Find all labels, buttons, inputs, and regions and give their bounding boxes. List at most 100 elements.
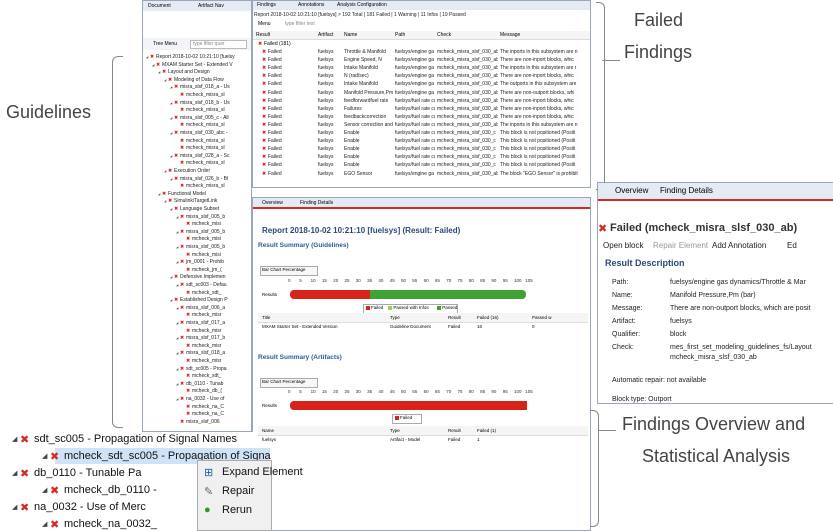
- tree-item[interactable]: misra_slsf_006_a: [186, 304, 226, 311]
- tab[interactable]: Annotations: [298, 2, 325, 8]
- cell[interactable]: Failed: [268, 97, 282, 104]
- tab[interactable]: Overview: [262, 200, 283, 206]
- cell[interactable]: Failed: [268, 89, 282, 96]
- tree-item[interactable]: misra_slsf_005_b: [186, 228, 226, 235]
- tree-item[interactable]: misra_slsf_018_a - Us: [180, 84, 230, 91]
- cell[interactable]: Failed: [268, 81, 282, 88]
- tree-item[interactable]: mcheck_misra_sl: [186, 183, 225, 190]
- column-header[interactable]: Title: [262, 315, 271, 320]
- tree-item[interactable]: Established Design P: [180, 297, 228, 304]
- tree-item[interactable]: jm_0001 - Prohib: [186, 259, 225, 266]
- cell[interactable]: Failed: [268, 170, 282, 177]
- menu-item[interactable]: Rerun: [222, 504, 252, 516]
- tree-item[interactable]: Execution Order: [174, 168, 211, 174]
- tree-item[interactable]: mcheck_jm_(: [192, 266, 222, 273]
- tree-item[interactable]: misra_slsf_026_b - Bl: [180, 175, 229, 182]
- dropdown[interactable]: Bar Chart Percentage: [262, 267, 306, 272]
- tree-item[interactable]: db_0110 - Tunable Pa: [34, 467, 142, 479]
- tree-item[interactable]: mcheck_db_0110 -: [64, 484, 157, 496]
- column-header[interactable]: Failed (16): [477, 315, 499, 320]
- tree-item[interactable]: misra_slsf_017_b: [186, 335, 226, 342]
- tree-item[interactable]: mcheck_misi: [192, 221, 221, 228]
- section-heading[interactable]: Result Summary (Artifacts): [258, 354, 342, 361]
- tree-item[interactable]: MXAM Starter Set - Extended V: [162, 61, 233, 68]
- tree-item[interactable]: Report 2018-10-02 10:21:10 [fuelsy: [156, 54, 235, 60]
- tree-item[interactable]: mcheck_misr: [192, 342, 222, 349]
- tree-item[interactable]: sdt_sc005 - Propagation of Signal Names: [34, 433, 238, 445]
- tree-item[interactable]: mcheck_misi: [192, 251, 221, 258]
- toolbar-button[interactable]: Open block: [603, 241, 644, 250]
- tree-item[interactable]: misra_slsf_028_a - Sc: [180, 152, 230, 159]
- tree-item[interactable]: mcheck_db_(: [192, 388, 223, 395]
- column-header[interactable]: Check: [437, 32, 452, 38]
- column-header[interactable]: Result: [256, 32, 271, 38]
- menu-item[interactable]: Expand Element: [222, 466, 303, 478]
- tree-item[interactable]: na_0032 - Use of: [186, 396, 225, 402]
- cell[interactable]: Failed: [268, 105, 282, 112]
- tree-item[interactable]: misra_slsf_030_abc -: [180, 130, 228, 136]
- tree-item[interactable]: mcheck_misr: [192, 327, 222, 334]
- tree-item[interactable]: mcheck_na_0032_: [64, 518, 157, 530]
- tree-item[interactable]: Modeling of Data Flow: [174, 76, 224, 83]
- tree-item[interactable]: mcheck_sdt_: [192, 289, 222, 296]
- group-row[interactable]: Failed (181): [264, 41, 291, 47]
- tree-item[interactable]: Defensive Implemen: [180, 274, 226, 281]
- tab[interactable]: Overview: [615, 186, 649, 195]
- tab[interactable]: Finding Details: [660, 186, 713, 195]
- tree-item[interactable]: mcheck_misra_sl: [186, 145, 225, 152]
- tree-item[interactable]: sdt_sc005 - Propa: [186, 365, 227, 372]
- cell[interactable]: Failed: [268, 162, 282, 169]
- cell[interactable]: Failed: [268, 49, 282, 55]
- tab[interactable]: Findings: [257, 2, 276, 8]
- tree-item[interactable]: misra_slsf_018_a: [186, 350, 226, 357]
- column-header[interactable]: Failed (1): [477, 428, 497, 433]
- column-header[interactable]: Message: [500, 32, 521, 38]
- cell[interactable]: Failed: [268, 130, 282, 136]
- tree-item[interactable]: Simulink/TargetLink: [174, 198, 218, 205]
- tree-item[interactable]: mcheck_na_C: [192, 411, 224, 418]
- tree-item[interactable]: na_0032 - Use of Merc: [34, 501, 146, 513]
- filter-input[interactable]: type filter quer: [193, 41, 225, 47]
- toolbar-button[interactable]: Repair Element: [653, 241, 709, 250]
- column-header[interactable]: Result: [448, 315, 461, 320]
- tab[interactable]: Document: [148, 3, 171, 9]
- tab[interactable]: Finding Details: [300, 200, 334, 206]
- column-header[interactable]: Name: [262, 428, 275, 433]
- tree-item[interactable]: mcheck_misr: [192, 312, 222, 319]
- tree-item[interactable]: misra_slsf_017_a: [186, 320, 226, 326]
- menu-item[interactable]: Repair: [222, 485, 255, 497]
- tab[interactable]: Artifact Nav: [198, 3, 224, 9]
- column-header[interactable]: Artifact: [318, 32, 334, 38]
- column-header[interactable]: Path: [395, 32, 406, 38]
- tree-item[interactable]: mcheck_misra_sl: [186, 122, 225, 129]
- cell[interactable]: Failed: [268, 65, 282, 72]
- cell[interactable]: Failed: [268, 146, 282, 153]
- tree-item[interactable]: db_0110 - Tunab: [186, 380, 224, 387]
- tree-item[interactable]: misra_slsf_005_b: [186, 244, 226, 250]
- tree-item[interactable]: mcheck_sdt_sc005 - Propagation of Signa: [64, 450, 271, 462]
- filter-input[interactable]: type filter text: [285, 21, 315, 27]
- tree-item[interactable]: mcheck_misra_sl: [186, 92, 225, 98]
- menu-button[interactable]: Tree Menu: [153, 41, 177, 47]
- section-heading[interactable]: Result Description: [605, 258, 685, 268]
- cell[interactable]: Failed: [268, 154, 282, 161]
- tree-item[interactable]: Functional Model: [168, 190, 207, 197]
- tree-item[interactable]: mcheck_misra_sl: [186, 160, 225, 167]
- tree-item[interactable]: misra_slsf_006: [186, 418, 220, 425]
- tree-item[interactable]: Language Subset: [180, 206, 220, 212]
- tree-item[interactable]: mcheck_misr: [192, 358, 222, 364]
- tree-item[interactable]: mcheck_na_C: [192, 403, 224, 410]
- cell[interactable]: Failed: [268, 121, 282, 128]
- column-header[interactable]: Passed w: [532, 315, 552, 320]
- toolbar-button[interactable]: Ed: [787, 241, 797, 250]
- tree-item[interactable]: misra_slsf_005_b: [186, 213, 226, 220]
- column-header[interactable]: Name: [344, 32, 358, 38]
- section-heading[interactable]: Result Summary (Guidelines): [258, 242, 349, 249]
- toolbar-button[interactable]: Add Annotation: [712, 241, 767, 250]
- tree-item[interactable]: misra_slsf_005_c - All: [180, 114, 229, 121]
- tab[interactable]: Analysis Configuration: [337, 2, 387, 8]
- column-header[interactable]: Type: [390, 428, 400, 433]
- tree-item[interactable]: mcheck_sdt_: [192, 373, 222, 380]
- tree-item[interactable]: Layout and Design: [168, 69, 210, 76]
- cell[interactable]: Failed: [268, 57, 282, 64]
